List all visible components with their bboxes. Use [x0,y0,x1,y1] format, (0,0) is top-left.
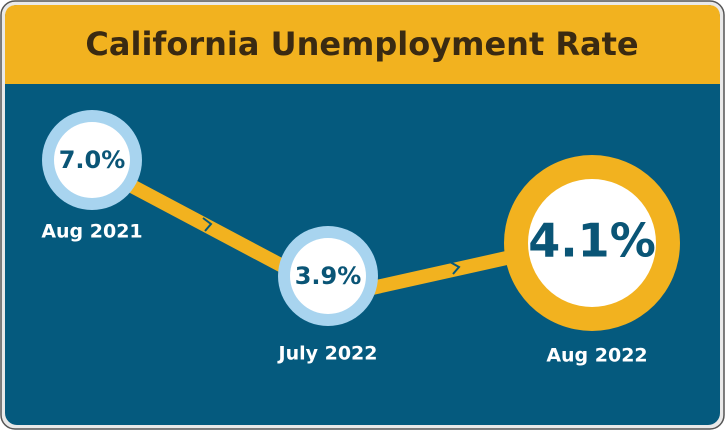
rate-value: 7.0% [59,146,126,174]
header-band [5,5,720,84]
date-label: Aug 2021 [41,221,142,243]
rate-value: 3.9% [295,262,362,290]
date-label: July 2022 [277,343,378,365]
date-label: Aug 2022 [546,345,647,367]
connector [370,248,522,295]
connector [126,178,294,277]
chevron [449,261,461,275]
disc [290,238,366,314]
rate-value: 4.1% [528,214,656,268]
points: 7.0% Aug 2021 3.9% July 2022 4.1% Aug 2022 [41,110,680,367]
disc [54,122,130,198]
chevron [202,217,213,232]
panel [5,5,720,425]
title: California Unemployment Rate [85,25,638,63]
disc [528,179,656,307]
